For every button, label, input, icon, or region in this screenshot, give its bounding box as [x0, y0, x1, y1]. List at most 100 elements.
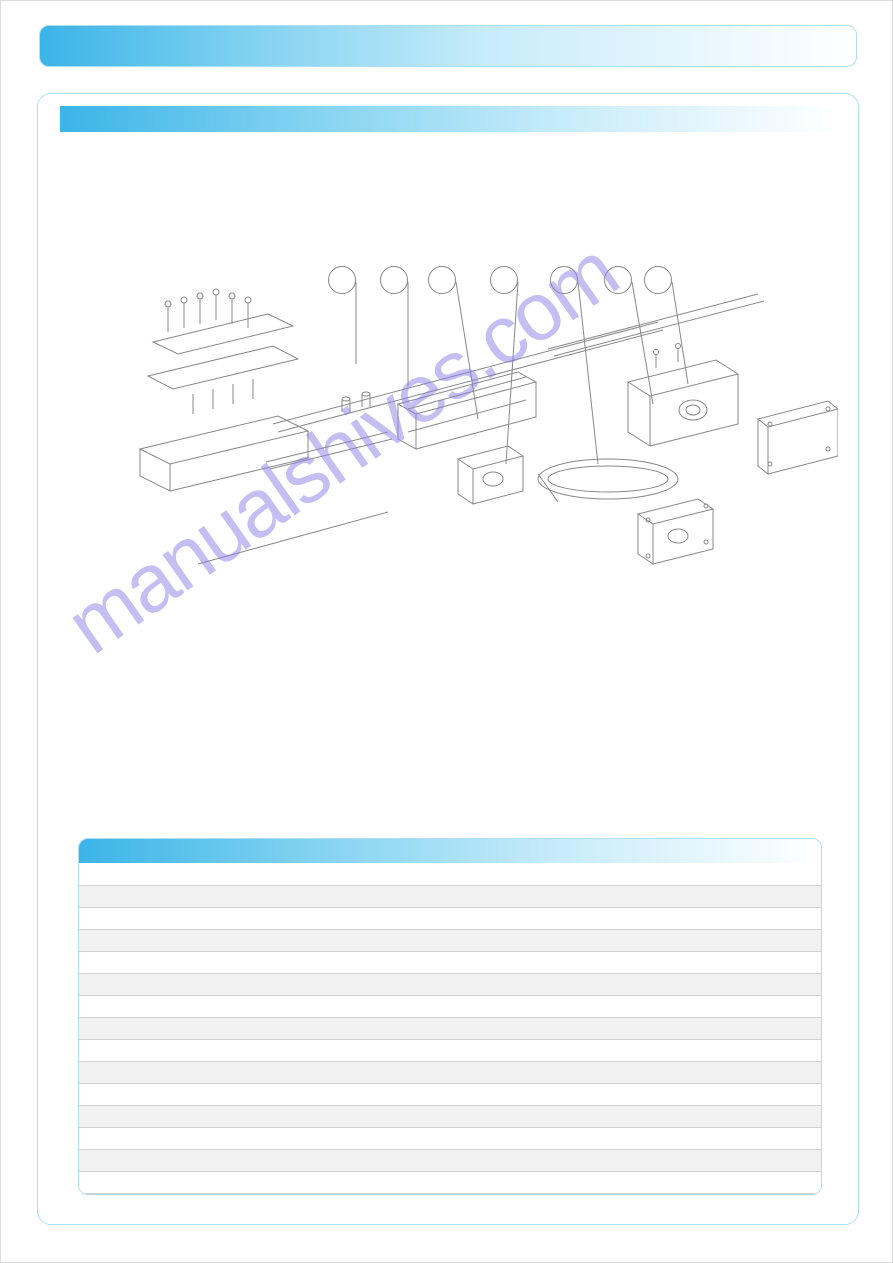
table-cell [755, 995, 821, 1017]
page: manualshives.com [0, 0, 893, 1263]
table-cell [127, 1171, 237, 1193]
table-cell [635, 1017, 755, 1039]
table-cell [79, 929, 127, 951]
top-banner [39, 25, 857, 67]
table-cell [127, 995, 237, 1017]
table-cell [755, 1083, 821, 1105]
th-2 [127, 839, 237, 863]
table-row [79, 1149, 821, 1171]
table-row [79, 1105, 821, 1127]
table-cell [79, 907, 127, 929]
table-cell [755, 951, 821, 973]
table-cell [127, 929, 237, 951]
table-cell [635, 1083, 755, 1105]
table-cell [635, 973, 755, 995]
th-6 [755, 839, 821, 863]
table-cell [79, 1127, 127, 1149]
table-cell [237, 1149, 566, 1171]
table-cell [566, 995, 636, 1017]
callout-4 [490, 266, 518, 294]
parts-table [78, 838, 822, 1195]
table-cell [566, 973, 636, 995]
table-cell [635, 929, 755, 951]
th-5 [635, 839, 755, 863]
table-cell [237, 929, 566, 951]
table-cell [755, 885, 821, 907]
callout-5 [550, 266, 578, 294]
callout-1 [328, 266, 356, 294]
table-cell [237, 1061, 566, 1083]
table-cell [755, 973, 821, 995]
th-3 [237, 839, 566, 863]
table-cell [755, 1105, 821, 1127]
table-cell [566, 907, 636, 929]
table-cell [566, 885, 636, 907]
table-cell [237, 1039, 566, 1061]
table-cell [635, 951, 755, 973]
table-row [79, 1171, 821, 1193]
table-cell [237, 1105, 566, 1127]
table-cell [635, 907, 755, 929]
th-4 [566, 839, 636, 863]
table-cell [127, 1105, 237, 1127]
table-row [79, 885, 821, 907]
table-cell [79, 973, 127, 995]
table-cell [237, 885, 566, 907]
table-cell [127, 907, 237, 929]
table-cell [79, 995, 127, 1017]
table-cell [127, 1083, 237, 1105]
table-row [79, 863, 821, 885]
table-row [79, 973, 821, 995]
table-cell [755, 863, 821, 885]
table-cell [79, 1017, 127, 1039]
callout-7 [644, 266, 672, 294]
table-cell [635, 885, 755, 907]
table-cell [237, 973, 566, 995]
table-cell [635, 1039, 755, 1061]
table-cell [566, 929, 636, 951]
table-row [79, 1039, 821, 1061]
table-cell [237, 1171, 566, 1193]
table-cell [79, 1083, 127, 1105]
table-row [79, 929, 821, 951]
table-cell [755, 1039, 821, 1061]
table-cell [566, 863, 636, 885]
table-cell [635, 1149, 755, 1171]
table-cell [127, 1149, 237, 1171]
table-cell [566, 1127, 636, 1149]
table-row [79, 907, 821, 929]
table-cell [635, 1061, 755, 1083]
table-cell [79, 885, 127, 907]
table-cell [635, 863, 755, 885]
table-cell [79, 951, 127, 973]
table-row [79, 1017, 821, 1039]
table-cell [755, 1171, 821, 1193]
table-cell [755, 1017, 821, 1039]
callout-6 [604, 266, 632, 294]
table-row [79, 951, 821, 973]
table-cell [635, 1105, 755, 1127]
table-cell [635, 1127, 755, 1149]
table-header-row [79, 839, 821, 863]
table-cell [237, 951, 566, 973]
table-cell [127, 973, 237, 995]
table-cell [635, 995, 755, 1017]
table-cell [237, 1017, 566, 1039]
table-cell [127, 951, 237, 973]
table-cell [127, 1127, 237, 1149]
table-row [79, 1083, 821, 1105]
callout-3 [428, 266, 456, 294]
table-cell [79, 1149, 127, 1171]
table-cell [127, 1061, 237, 1083]
table-row [79, 1061, 821, 1083]
table-cell [79, 1171, 127, 1193]
table-cell [79, 863, 127, 885]
content-frame: manualshives.com [37, 93, 859, 1225]
table-cell [237, 995, 566, 1017]
th-1 [79, 839, 127, 863]
table-cell [755, 1149, 821, 1171]
table-row [79, 995, 821, 1017]
table-row [79, 1127, 821, 1149]
table-cell [127, 1017, 237, 1039]
table-cell [755, 929, 821, 951]
